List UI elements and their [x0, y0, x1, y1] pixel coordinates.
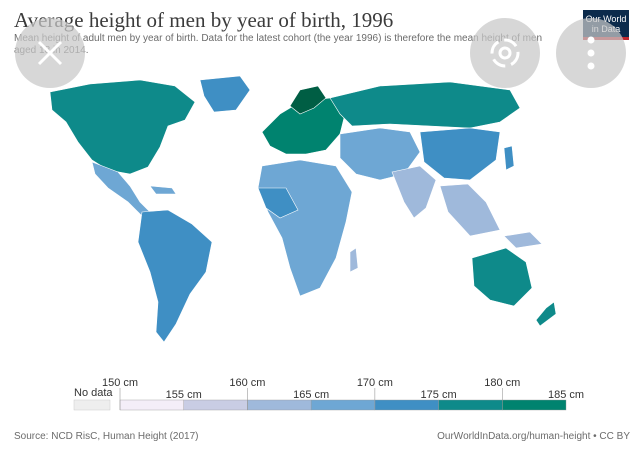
legend-tick-label: 160 cm [229, 377, 265, 389]
region-south-america[interactable] [137, 209, 213, 343]
no-data-label: No data [74, 387, 113, 399]
color-legend: No data 150 cm 155 cm 160 cm 165 cm 170 cm 17… [73, 377, 584, 411]
region-australia[interactable] [471, 247, 533, 307]
legend-tick-label: 175 cm [421, 389, 457, 401]
region-japan[interactable] [503, 145, 515, 171]
logo-line-1: Our World [585, 14, 627, 24]
more-icon [587, 36, 595, 70]
region-papua[interactable] [503, 231, 543, 249]
region-scandinavia[interactable] [289, 85, 327, 115]
region-russia[interactable] [329, 81, 521, 129]
page-title: Average height of men by year of birth, … [14, 8, 394, 32]
region-china[interactable] [419, 127, 501, 181]
legend-tick-label: 150 cm [102, 377, 138, 389]
legend-tick-label: 165 cm [293, 389, 329, 401]
close-button[interactable] [15, 18, 85, 88]
legend-bin[interactable] [310, 399, 376, 411]
region-south-asia[interactable] [391, 165, 437, 219]
legend-tick-label: 170 cm [357, 377, 393, 389]
region-north-america[interactable] [49, 79, 196, 175]
region-greenland[interactable] [199, 75, 251, 113]
legend-bins: 150 cm 155 cm 160 cm 165 cm 170 cm 175 cm 180 … [102, 377, 584, 411]
region-africa[interactable] [257, 159, 353, 297]
legend-bin[interactable] [374, 399, 439, 411]
region-west-africa[interactable] [257, 187, 299, 219]
more-button[interactable] [556, 18, 626, 88]
no-data-swatch [73, 399, 111, 411]
legend-tick-label: 155 cm [166, 389, 202, 401]
region-southeast-asia[interactable] [439, 183, 501, 237]
lens-icon [490, 38, 520, 68]
legend-bin[interactable] [502, 399, 567, 411]
region-caribbean[interactable] [149, 185, 177, 195]
legend-tick-label: 185 cm [548, 389, 584, 401]
lens-button[interactable] [470, 18, 540, 88]
world-map [49, 75, 557, 343]
legend-bin[interactable] [247, 399, 312, 411]
region-madagascar[interactable] [349, 247, 359, 273]
region-new-zealand[interactable] [535, 301, 557, 327]
close-icon [37, 40, 63, 66]
legend-bin[interactable] [119, 399, 184, 411]
legend-bin[interactable] [183, 399, 248, 411]
legend-bin[interactable] [438, 399, 503, 411]
legend-tick-label: 180 cm [484, 377, 520, 389]
source-link[interactable]: OurWorldInData.org/human-height • CC BY [437, 431, 630, 442]
source-note: Source: NCD RisC, Human Height (2017) [14, 431, 199, 442]
